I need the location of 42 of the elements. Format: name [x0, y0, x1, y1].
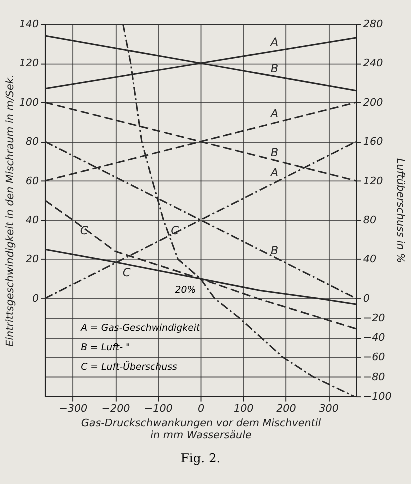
y2-tick-label: −60 [363, 352, 386, 364]
y-tick-label: 40 [26, 214, 40, 227]
series-label: A [270, 166, 279, 180]
y-tick-label: 140 [19, 18, 40, 31]
y-tick-label: 0 [32, 292, 40, 305]
series-label: B [270, 146, 279, 160]
y2-tick-label: −40 [363, 332, 386, 344]
y2-tick-label: 40 [363, 254, 377, 266]
caption: Fig. 2. [180, 452, 221, 466]
x-tick-label: −300 [59, 403, 88, 416]
y-tick-label: 80 [26, 136, 40, 148]
y2-tick-label: 160 [363, 136, 384, 148]
x-tick-label: 200 [276, 403, 297, 416]
series-label: A [270, 36, 279, 49]
series-label: C [80, 224, 88, 238]
series-label: B [270, 244, 279, 258]
y2-tick-label: −20 [363, 312, 386, 325]
annotation: 20% [175, 285, 196, 296]
y-tick-label: 100 [19, 96, 40, 109]
y2-tick-label: 240 [363, 58, 384, 70]
y2-tick-label: 80 [363, 214, 377, 227]
text: Gas-Druckschwankungen vor dem Mischventil [81, 417, 322, 430]
y2-tick-label: 280 [363, 18, 384, 31]
text: in mm Wassersäule [150, 430, 252, 442]
y2-tick-label: −100 [363, 390, 392, 403]
x-tick-label: 300 [319, 403, 340, 416]
y2-tick-label: −80 [363, 371, 386, 384]
y2-tick-label: 200 [363, 96, 384, 109]
x-tick-label: −100 [144, 403, 174, 416]
series-label: A [270, 108, 279, 121]
series-label: B [270, 62, 279, 76]
y-axis-title: Eintrittsgeschwindigkeit in den Mischraum in m/Sek. [4, 74, 17, 347]
series-label: C [122, 266, 131, 280]
x-tick-label: −200 [102, 403, 131, 416]
y-tick-label: 20 [26, 254, 40, 266]
y2-axis-title: Luftüberschuss in % [394, 158, 407, 264]
y2-tick-label: 0 [363, 292, 370, 305]
x-tick-label: 0 [198, 403, 205, 416]
y-tick-label: 120 [19, 58, 40, 70]
y2-tick-label: 120 [363, 175, 384, 188]
y-tick-label: 60 [26, 175, 40, 188]
x-tick-label: 100 [234, 403, 254, 416]
